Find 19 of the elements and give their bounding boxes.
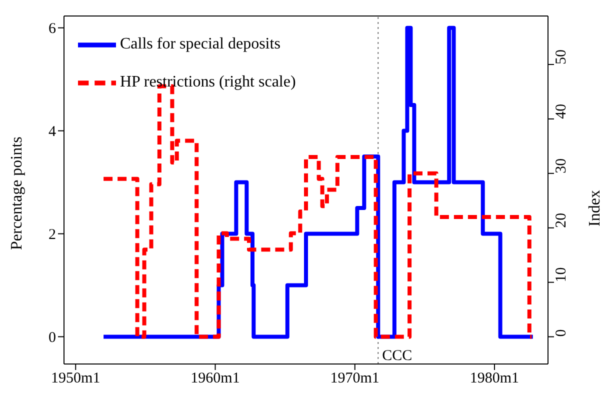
y-tick-label: 0	[48, 330, 56, 346]
y2-axis-title: Index	[586, 190, 604, 226]
y2-tick-label: 0	[553, 329, 570, 337]
y-tick-label: 2	[48, 227, 56, 244]
y-tick-label: 6	[48, 21, 56, 38]
y2-tick-label: 40	[553, 104, 570, 119]
legend-label: HP restrictions (right scale)	[120, 74, 296, 91]
x-tick-label: 1960m1	[190, 370, 240, 387]
x-tick-label: 1980m1	[470, 370, 520, 387]
y-axis-title: Percentage points	[8, 136, 26, 250]
y2-tick-label: 30	[553, 158, 570, 174]
y-tick-label: 4	[48, 124, 56, 140]
y2-tick-label: 20	[553, 212, 570, 228]
y2-tick-label: 50	[553, 49, 570, 64]
y2-tick-label: 10	[553, 267, 570, 282]
x-tick-label: 1950m1	[51, 370, 100, 387]
legend-label: Calls for special deposits	[120, 36, 280, 53]
x-tick-label: 1970m1	[330, 370, 380, 387]
ref-line-label: CCC	[382, 348, 412, 364]
